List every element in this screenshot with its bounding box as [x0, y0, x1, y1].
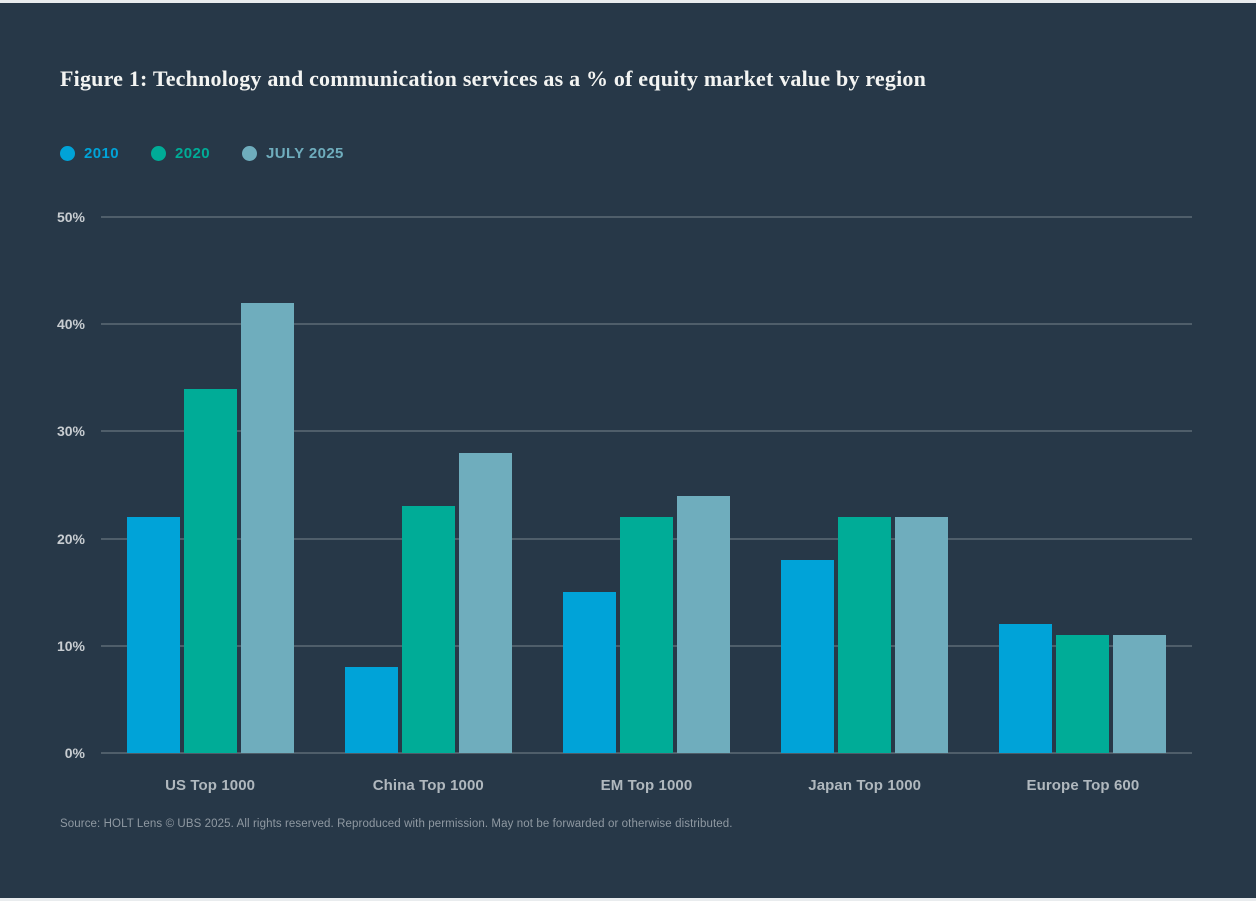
x-axis-label-japan-top-1000: Japan Top 1000: [808, 777, 922, 794]
x-axis-label-em-top-1000: EM Top 1000: [600, 777, 693, 794]
x-axis-label-us-top-1000: US Top 1000: [165, 777, 256, 794]
bars-layer: [101, 217, 1192, 753]
legend-label-2010: 2010: [84, 145, 119, 162]
y-tick-label-40: 40%: [56, 316, 85, 333]
bar-em-top-1000-2020: [620, 517, 673, 753]
gridline-40: [101, 323, 1192, 326]
bar-us-top-1000-2020: [183, 388, 237, 753]
x-axis-label-china-top-1000: China Top 1000: [372, 777, 484, 794]
bar-china-top-1000-july-2025: [458, 452, 512, 753]
y-tick-label-30: 30%: [56, 423, 85, 440]
source-note: Source: HOLT Lens © UBS 2025. All rights…: [60, 818, 733, 830]
legend-swatch-2020-icon: [150, 146, 166, 161]
x-axis-labels: US Top 1000 China Top 1000 EM Top 1000 Japa…: [101, 777, 1192, 797]
bar-europe-top-600-2020: [1056, 635, 1110, 753]
bar-em-top-1000-2010: [563, 592, 616, 753]
page-bottom-edge: [0, 898, 1256, 901]
bar-japan-top-1000-2010: [781, 560, 835, 753]
bar-us-top-1000-july-2025: [240, 302, 294, 753]
gridline-30: [101, 430, 1192, 433]
bar-china-top-1000-2010: [344, 667, 398, 753]
bar-japan-top-1000-2020: [838, 517, 892, 753]
plot-area: [101, 216, 1192, 754]
y-tick-label-10: 10%: [56, 637, 85, 654]
bar-japan-top-1000-july-2025: [895, 517, 949, 753]
bar-us-top-1000-2010: [126, 517, 180, 753]
y-tick-label-20: 20%: [56, 530, 85, 547]
bar-em-top-1000-july-2025: [677, 495, 730, 753]
legend-swatch-july-2025-icon: [241, 146, 257, 161]
bar-europe-top-600-july-2025: [1113, 635, 1167, 753]
legend-label-2020: 2020: [174, 145, 210, 162]
legend: 2010 2020 JULY 2025: [60, 145, 344, 162]
gridline-50: [101, 216, 1192, 218]
legend-label-july-2025: JULY 2025: [265, 145, 344, 162]
legend-swatch-2010-icon: [60, 146, 75, 161]
gridline-0: [101, 752, 1192, 754]
y-tick-label-0: 0%: [64, 745, 85, 761]
figure-title: Figure 1: Technology and communication s…: [60, 66, 927, 91]
legend-item-2020: 2020: [150, 145, 210, 162]
y-tick-label-50: 50%: [56, 209, 85, 225]
page-top-edge: [0, 0, 1256, 3]
x-axis-label-europe-top-600: Europe Top 600: [1026, 777, 1140, 794]
bar-china-top-1000-2020: [401, 506, 455, 753]
bar-europe-top-600-2010: [999, 624, 1053, 753]
legend-item-july-2025: JULY 2025: [241, 145, 344, 162]
legend-item-2010: 2010: [60, 145, 119, 162]
